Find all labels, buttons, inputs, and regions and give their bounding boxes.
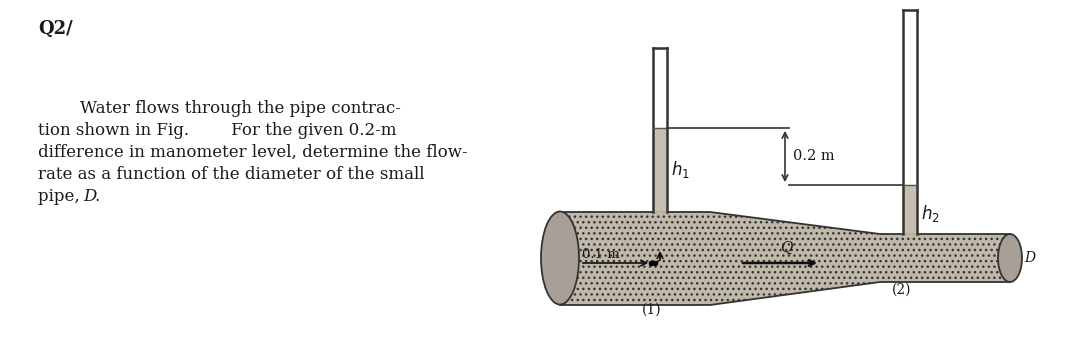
Text: pipe,: pipe, [38, 188, 85, 205]
Text: $h_1$: $h_1$ [671, 160, 690, 180]
Text: rate as a function of the diameter of the small: rate as a function of the diameter of th… [38, 166, 424, 183]
Polygon shape [561, 212, 1010, 305]
Text: tion shown in Fig.        For the given 0.2-m: tion shown in Fig. For the given 0.2-m [38, 122, 396, 139]
Text: 0.2 m: 0.2 m [793, 149, 835, 164]
Text: D: D [83, 188, 96, 205]
Ellipse shape [998, 234, 1022, 282]
Text: $h_2$: $h_2$ [921, 203, 940, 224]
Text: Q2/: Q2/ [38, 20, 72, 38]
Text: Water flows through the pipe contrac-: Water flows through the pipe contrac- [38, 100, 401, 117]
Ellipse shape [541, 212, 579, 305]
Text: .: . [94, 188, 99, 205]
Text: (1): (1) [643, 303, 662, 317]
Text: difference in manometer level, determine the flow-: difference in manometer level, determine… [38, 144, 468, 161]
Text: Q: Q [780, 241, 793, 255]
Text: D: D [1024, 251, 1035, 265]
Text: 0.1 m: 0.1 m [582, 248, 620, 261]
Text: (2): (2) [892, 283, 912, 297]
